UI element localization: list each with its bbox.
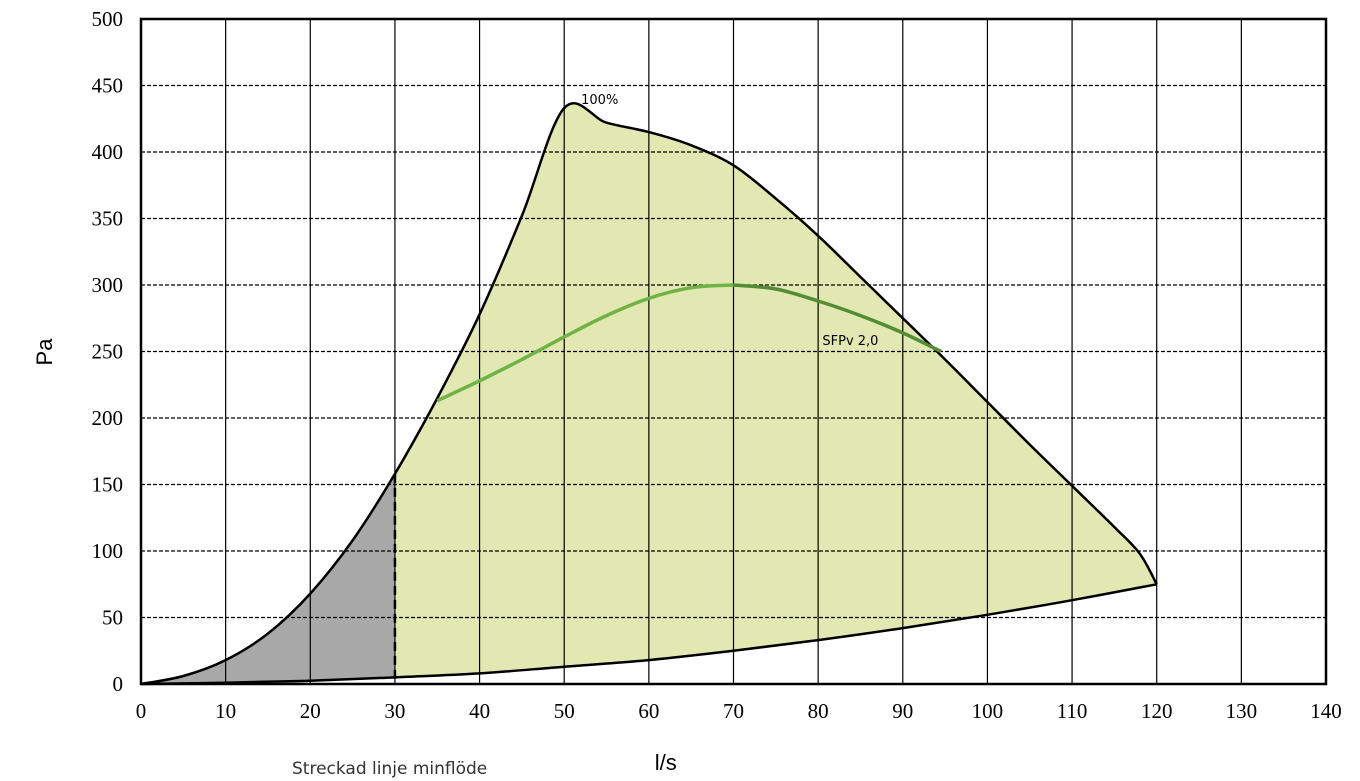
x-tick-label: 110 xyxy=(1057,699,1088,723)
chart-curves xyxy=(140,102,1158,686)
y-tick-label: 400 xyxy=(92,140,124,164)
x-tick-label: 40 xyxy=(469,699,490,723)
x-tick-label: 20 xyxy=(300,699,321,723)
x-tick-label: 70 xyxy=(723,699,744,723)
y-tick-label: 500 xyxy=(92,7,124,31)
x-tick-label: 90 xyxy=(892,699,913,723)
y-axis-label: Pa xyxy=(32,338,57,366)
y-tick-label: 100 xyxy=(92,539,124,563)
annotation-100-percent: 100% xyxy=(581,93,618,108)
x-tick-labels: 0 10 20 30 40 50 60 70 80 90 100 110 120 130 140 xyxy=(136,699,1342,723)
y-tick-label: 50 xyxy=(102,606,123,630)
x-tick-label: 30 xyxy=(384,699,405,723)
x-tick-label: 10 xyxy=(215,699,236,723)
plot-frame xyxy=(139,17,1328,686)
annotation-sfp-label: SFPv 2,0 xyxy=(822,334,878,349)
y-tick-label: 350 xyxy=(92,207,124,231)
x-tick-label: 0 xyxy=(136,699,147,723)
x-tick-label: 120 xyxy=(1141,699,1173,723)
x-tick-label: 50 xyxy=(554,699,575,723)
x-axis-label: l/s xyxy=(655,750,677,775)
chart-grid xyxy=(141,19,1326,684)
min-flow-footnote: Streckad linje minflöde xyxy=(292,759,487,779)
y-tick-label: 250 xyxy=(92,340,124,364)
x-tick-label: 100 xyxy=(972,699,1004,723)
x-tick-label: 140 xyxy=(1310,699,1342,723)
sfp-curve-dark xyxy=(733,283,942,354)
x-tick-label: 130 xyxy=(1226,699,1258,723)
x-tick-label: 60 xyxy=(638,699,659,723)
y-tick-label: 150 xyxy=(92,473,124,497)
y-tick-label: 200 xyxy=(92,406,124,430)
y-tick-label: 300 xyxy=(92,273,124,297)
y-tick-label: 450 xyxy=(92,74,124,98)
min-flow-region-fill xyxy=(141,473,395,684)
operating-area-boundary xyxy=(140,102,1158,686)
system-curve-bottom xyxy=(140,583,1157,686)
y-tick-label: 0 xyxy=(113,672,124,696)
sfp-curve-light xyxy=(436,283,734,403)
x-tick-label: 80 xyxy=(808,699,829,723)
y-tick-labels: 0 50 100 150 200 250 300 350 400 450 500 xyxy=(92,7,124,696)
